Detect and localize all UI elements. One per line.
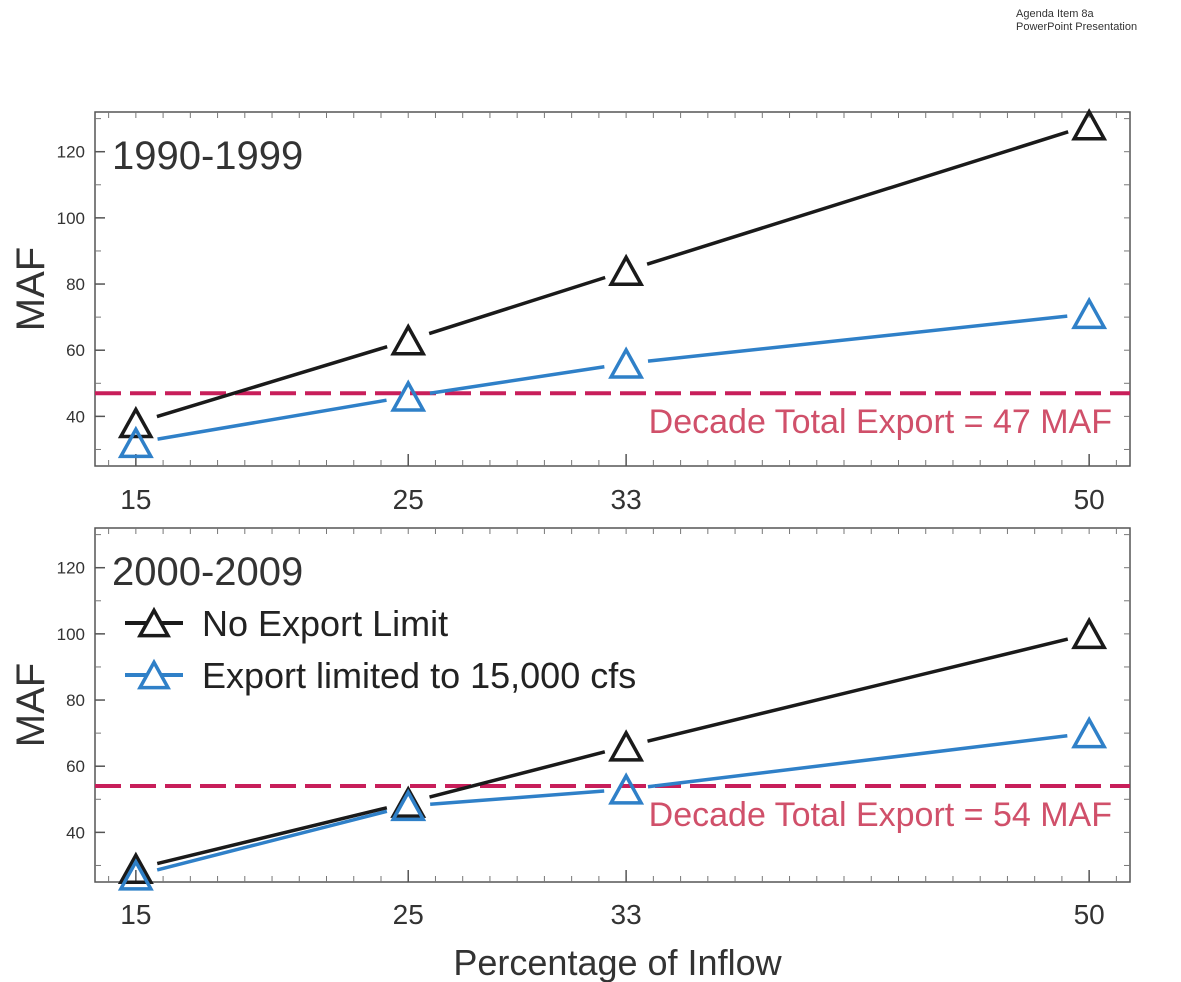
y-axis-label: MAF bbox=[9, 247, 53, 331]
plot-frame bbox=[94, 527, 1131, 883]
data-point-triangle bbox=[608, 772, 645, 805]
series-no-export-limit bbox=[117, 108, 1108, 439]
x-axis-label: Percentage of Inflow bbox=[453, 942, 782, 982]
y-tick-label: 100 bbox=[57, 209, 85, 228]
plot-frame bbox=[94, 111, 1131, 467]
presentation-label: PowerPoint Presentation bbox=[1016, 21, 1138, 33]
data-point-triangle bbox=[608, 729, 645, 762]
x-tick-label: 33 bbox=[611, 484, 642, 515]
y-tick-label: 60 bbox=[66, 757, 85, 776]
series-export-limited bbox=[117, 296, 1108, 459]
x-tick-label: 50 bbox=[1074, 899, 1105, 930]
data-point-triangle bbox=[117, 405, 154, 439]
x-tick-label: 15 bbox=[120, 484, 151, 515]
y-tick-label: 100 bbox=[57, 625, 85, 644]
series-line-segment bbox=[429, 365, 605, 395]
y-tick-label: 40 bbox=[66, 407, 85, 426]
y-tick-label: 80 bbox=[66, 275, 85, 294]
panel-title: 1990-1999 bbox=[112, 134, 303, 178]
data-point-triangle bbox=[1071, 296, 1108, 330]
data-point-triangle bbox=[390, 379, 427, 412]
data-point-triangle bbox=[117, 851, 154, 885]
y-tick-label: 80 bbox=[66, 691, 85, 710]
chart-panel-2: 40 60 80 100 120 15 25 33 50 MAF Percentage of Inf… bbox=[9, 527, 1131, 982]
series-line-segment bbox=[646, 130, 1069, 266]
data-point-triangle bbox=[390, 323, 427, 356]
agenda-item-label: Agenda Item 8a bbox=[1016, 8, 1094, 20]
panel-title: 2000-2009 bbox=[112, 550, 303, 594]
legend-marker bbox=[137, 606, 171, 638]
legend-entry-label: Export limited to 15,000 cfs bbox=[202, 655, 636, 696]
legend-entry-label: No Export Limit bbox=[202, 603, 448, 644]
series-line-segment bbox=[647, 734, 1068, 789]
x-tick-label: 15 bbox=[120, 899, 151, 930]
x-tick-label: 50 bbox=[1074, 484, 1105, 515]
series-line-segment bbox=[156, 344, 388, 419]
series-line-segment bbox=[429, 750, 606, 799]
reference-label: Decade Total Export = 54 MAF bbox=[649, 796, 1112, 834]
x-tick-label: 25 bbox=[393, 899, 424, 930]
legend-marker bbox=[137, 658, 171, 690]
series-line-segment bbox=[428, 275, 606, 336]
series-line-segment bbox=[647, 637, 1069, 743]
x-tick-label: 25 bbox=[393, 484, 424, 515]
data-point-triangle bbox=[1071, 716, 1108, 749]
chart-panel-1: 40 60 80 100 120 15 25 33 50 MAF 1990-1999 Decade T… bbox=[9, 108, 1131, 515]
data-point-triangle bbox=[1071, 616, 1108, 650]
legend: No Export Limit Export limited to 15,000 … bbox=[125, 603, 636, 696]
series-export-limited bbox=[117, 716, 1108, 891]
data-point-triangle bbox=[608, 253, 645, 287]
y-tick-label: 120 bbox=[57, 143, 85, 162]
series-line-segment bbox=[157, 398, 387, 441]
series-line-segment bbox=[156, 806, 388, 866]
data-point-triangle bbox=[117, 425, 154, 459]
series-no-export-limit bbox=[117, 616, 1108, 885]
y-tick-label: 120 bbox=[57, 559, 85, 578]
y-tick-label: 60 bbox=[66, 341, 85, 360]
x-tick-label: 33 bbox=[611, 899, 642, 930]
series-line-segment bbox=[430, 789, 605, 806]
series-line-segment bbox=[647, 314, 1068, 363]
data-point-triangle bbox=[117, 858, 154, 891]
data-point-triangle bbox=[608, 346, 645, 379]
y-axis-label: MAF bbox=[9, 663, 53, 747]
agenda-header: Agenda Item 8a PowerPoint Presentation bbox=[1016, 8, 1137, 34]
data-point-triangle bbox=[1071, 108, 1108, 141]
series-line-segment bbox=[156, 809, 388, 872]
data-point-triangle bbox=[390, 788, 427, 822]
reference-label: Decade Total Export = 47 MAF bbox=[649, 403, 1112, 441]
y-tick-label: 40 bbox=[66, 823, 85, 842]
